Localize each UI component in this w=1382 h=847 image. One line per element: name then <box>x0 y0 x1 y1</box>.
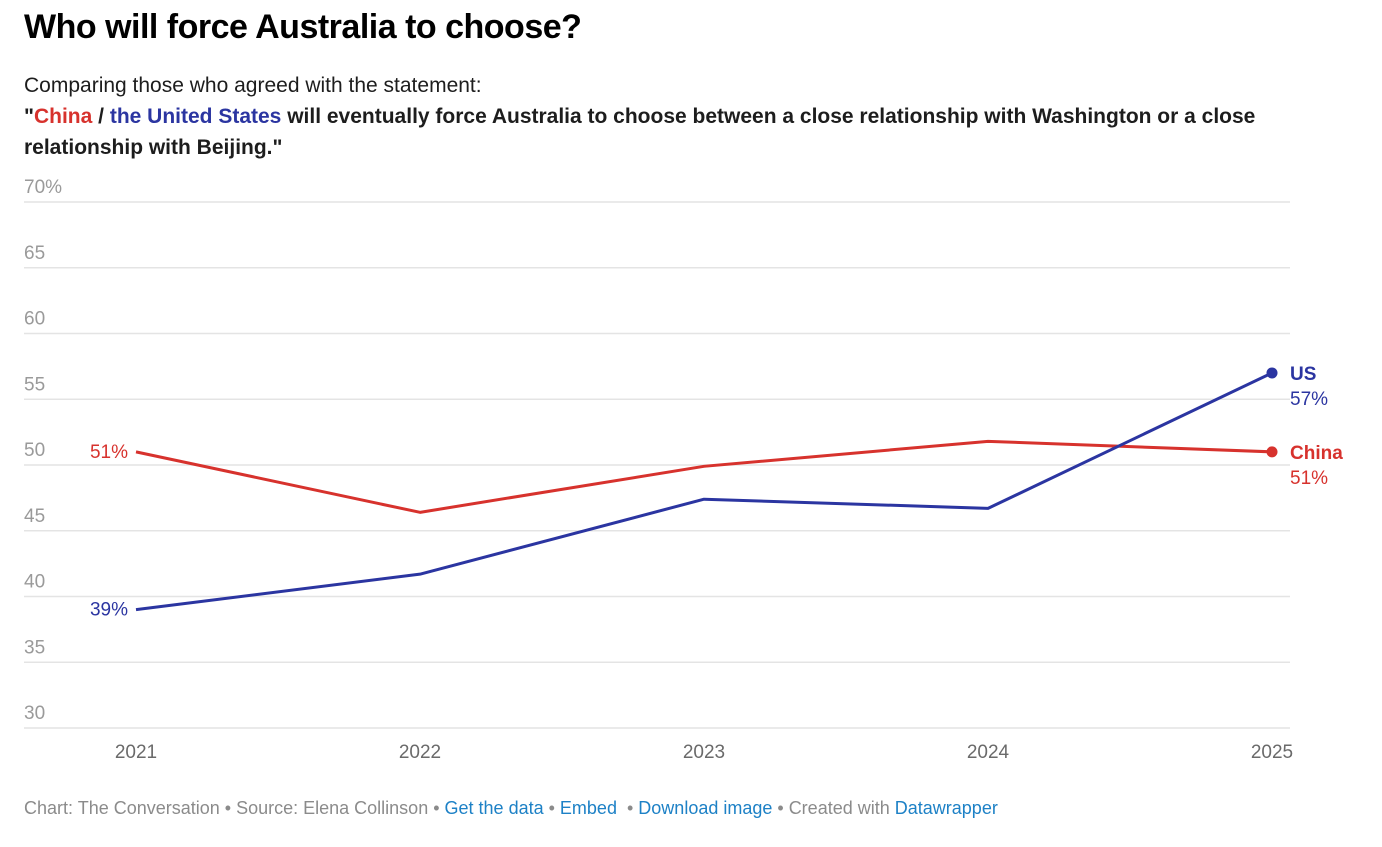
y-tick-label: 30 <box>24 703 45 724</box>
us-start-label: 39% <box>90 600 128 621</box>
y-tick-label: 65 <box>24 243 45 264</box>
china-end-name: China <box>1290 443 1343 464</box>
us-point <box>1266 367 1278 379</box>
gridlines <box>24 201 1290 729</box>
intro-lead: Comparing those who agreed with the stat… <box>24 74 482 97</box>
us-end-name: US <box>1290 364 1316 385</box>
footer-sep: • <box>543 798 560 818</box>
chart-intro: Comparing those who agreed with the stat… <box>24 70 1344 163</box>
y-tick-label: 60 <box>24 309 45 330</box>
y-tick-label: 35 <box>24 637 45 658</box>
intro-quote: "China / the United States will eventual… <box>24 105 1255 159</box>
footer-sep: • <box>621 798 639 818</box>
download-image-link[interactable]: Download image <box>638 798 773 818</box>
source-text: Source: Elena Collinson <box>236 798 429 818</box>
x-axis-ticks: 2021 2022 2023 2024 2025 <box>115 742 1293 763</box>
y-tick-label: 70% <box>24 177 62 198</box>
y-tick-label: 55 <box>24 374 45 395</box>
chart-credit: Chart: The Conversation <box>24 798 220 818</box>
us-line <box>135 371 1273 612</box>
china-end-value: 51% <box>1290 468 1328 489</box>
footer-sep: • <box>772 798 789 818</box>
x-tick-label: 2021 <box>115 742 157 763</box>
quote-china: China <box>33 105 93 128</box>
footer-sep: • <box>219 798 237 818</box>
x-tick-label: 2023 <box>683 742 725 763</box>
china-start-label: 51% <box>90 442 128 463</box>
data-labels: 51% China 51% 39% US 57% <box>90 364 1343 621</box>
china-point <box>1266 446 1278 458</box>
y-tick-label: 50 <box>24 440 45 461</box>
quote-rest: will eventually force Australia to choos… <box>24 105 1256 159</box>
created-with-text: Created with <box>788 798 890 818</box>
x-tick-label: 2024 <box>967 742 1010 763</box>
get-data-link[interactable]: Get the data <box>444 798 544 818</box>
chart-title: Who will force Australia to choose? <box>24 8 582 46</box>
quote-open: " <box>24 105 34 128</box>
datawrapper-link[interactable]: Datawrapper <box>894 798 998 818</box>
x-tick-label: 2022 <box>399 742 441 763</box>
y-tick-label: 45 <box>24 506 45 527</box>
quote-sep: / <box>92 105 110 128</box>
x-tick-label: 2025 <box>1251 742 1293 763</box>
footer-sep: • <box>428 798 445 818</box>
quote-us: the United States <box>109 105 282 128</box>
y-axis-ticks: 30 35 40 45 50 55 60 65 70% <box>24 177 62 724</box>
us-end-value: 57% <box>1290 389 1328 410</box>
chart-footer: Chart: The Conversation • Source: Elena … <box>24 798 998 819</box>
embed-link[interactable]: Embed <box>559 798 617 818</box>
china-line <box>135 439 1273 514</box>
y-tick-label: 40 <box>24 572 45 593</box>
series <box>135 367 1278 612</box>
